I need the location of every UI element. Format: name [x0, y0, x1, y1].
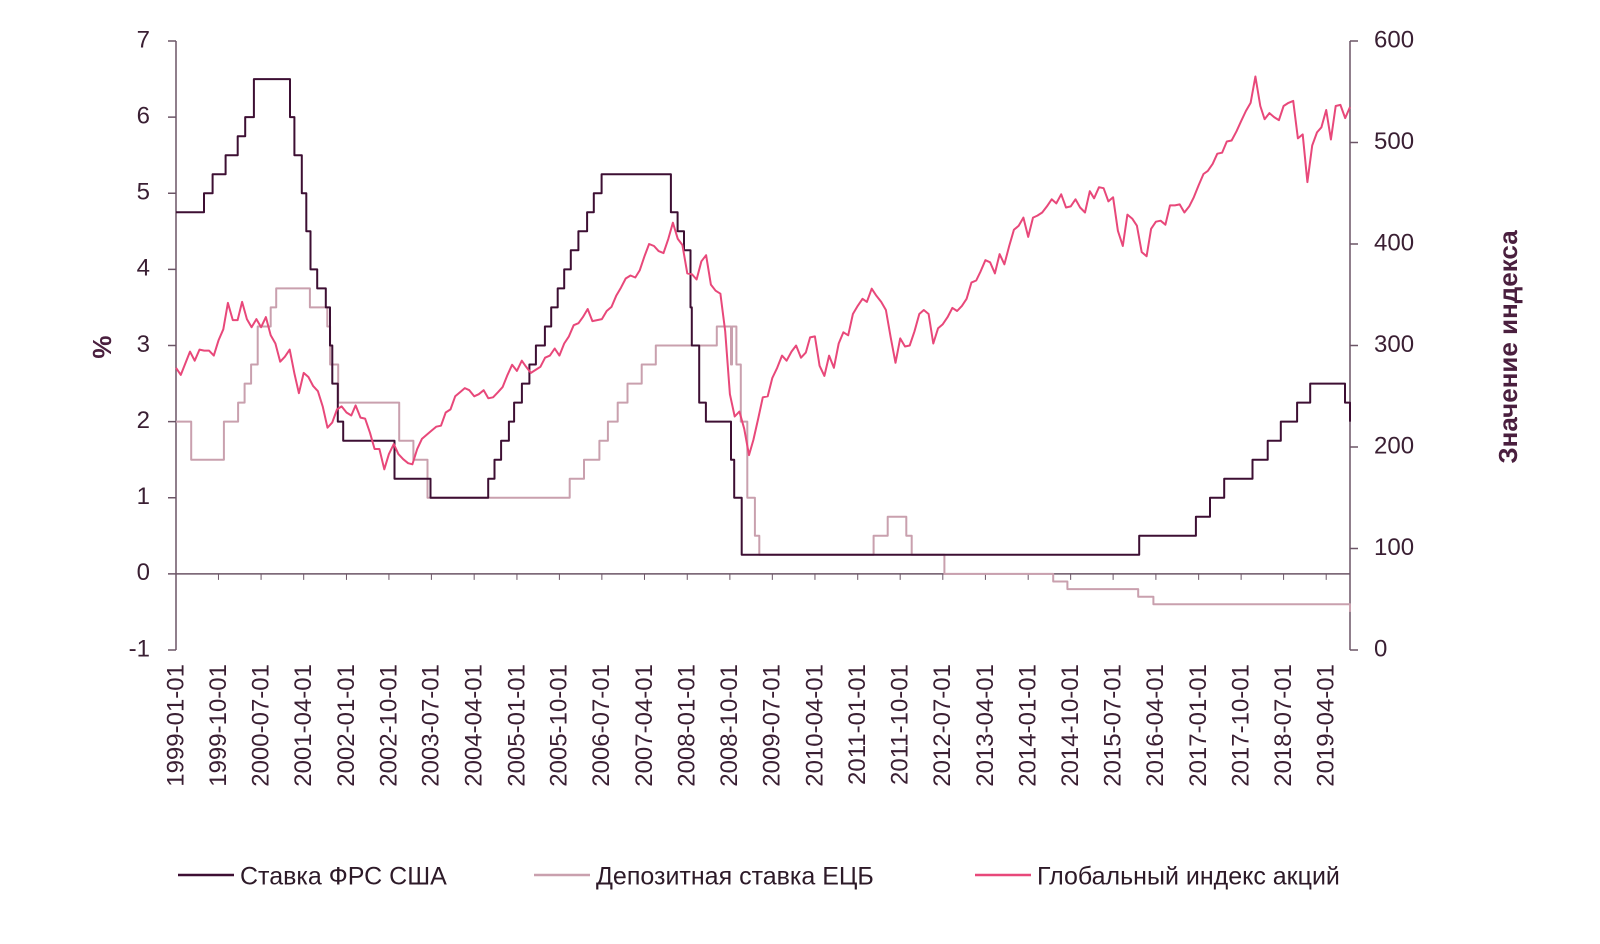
y-right-tick-label: 100 — [1374, 534, 1414, 561]
y-left-tick-label: 2 — [137, 407, 150, 434]
series-line-ecb-deposit-rate — [176, 287, 1351, 612]
x-tick-label: 2018-07-01 — [1270, 664, 1297, 787]
y-left-tick-label: 6 — [137, 102, 150, 129]
y-left-tick-label: 4 — [137, 255, 150, 282]
x-tick-label: 2017-10-01 — [1227, 664, 1254, 787]
series-line-global-equity-index — [175, 75, 1351, 471]
x-tick-label: 2005-10-01 — [546, 664, 573, 787]
x-tick-label: 2010-04-01 — [801, 664, 828, 787]
y-right-tick-label: 500 — [1374, 128, 1414, 155]
y-right-tick-label: 300 — [1374, 331, 1414, 358]
legend-label: Глобальный индекс акций — [1037, 863, 1340, 891]
x-tick-label: 2002-01-01 — [333, 664, 360, 787]
x-tick-label: 2014-01-01 — [1015, 664, 1042, 787]
x-tick-label: 2011-10-01 — [887, 664, 914, 785]
y-left-tick-label: 5 — [137, 179, 150, 206]
x-tick-label: 2019-04-01 — [1313, 664, 1340, 787]
x-tick-label: 2004-04-01 — [461, 664, 488, 787]
series-line-fed-rate — [176, 78, 1351, 556]
y-right-tick-label: 0 — [1374, 635, 1387, 662]
legend: Ставка ФРС США Депозитная ставка ЕЦБ Глоба… — [178, 863, 1340, 891]
y-left-tick-label: -1 — [129, 635, 150, 662]
x-tick-label: 2012-07-01 — [929, 664, 956, 787]
x-tick-label: 2000-07-01 — [247, 664, 274, 787]
x-tick-label: 2011-01-01 — [844, 664, 871, 785]
x-tick-label: 2013-04-01 — [972, 664, 999, 787]
y-right-tick-label: 200 — [1374, 432, 1414, 459]
series-layer — [175, 75, 1351, 612]
y-right-tick-label: 600 — [1374, 26, 1414, 53]
x-tick-label: 2016-04-01 — [1142, 664, 1169, 787]
x-tick-label: 2005-01-01 — [503, 664, 530, 787]
x-tick-label: 2017-01-01 — [1185, 664, 1212, 787]
x-tick-label: 2001-04-01 — [290, 664, 317, 787]
y-axis-right-label: Значение индекса — [1493, 230, 1523, 464]
x-tick-label: 2002-10-01 — [375, 664, 402, 787]
x-tick-label: 2008-01-01 — [674, 664, 701, 787]
x-tick-label: 2003-07-01 — [418, 664, 445, 787]
x-tick-label: 2007-04-01 — [631, 664, 658, 787]
y-left-tick-label: 1 — [137, 483, 150, 510]
y-left-tick-label: 7 — [137, 26, 150, 53]
x-tick-label: 1999-10-01 — [205, 664, 232, 787]
x-tick-label: 2009-07-01 — [759, 664, 786, 787]
x-tick-label: 1999-01-01 — [162, 664, 189, 787]
legend-label: Депозитная ставка ЕЦБ — [596, 863, 874, 891]
x-tick-label: 2014-10-01 — [1057, 664, 1084, 787]
x-tick-label: 2008-10-01 — [716, 664, 743, 787]
chart-axes: -1 0 1 2 3 4 5 6 7 0 100 200 300 400 500 600 1999-01-01 1… — [129, 26, 1414, 786]
y-left-tick-label: 3 — [137, 331, 150, 358]
legend-label: Ставка ФРС США — [240, 863, 447, 891]
x-tick-label: 2015-07-01 — [1099, 664, 1126, 787]
y-axis-left-label: % — [87, 335, 117, 358]
y-left-tick-label: 0 — [137, 559, 150, 586]
y-right-tick-label: 400 — [1374, 229, 1414, 256]
x-tick-label: 2006-07-01 — [588, 664, 615, 787]
